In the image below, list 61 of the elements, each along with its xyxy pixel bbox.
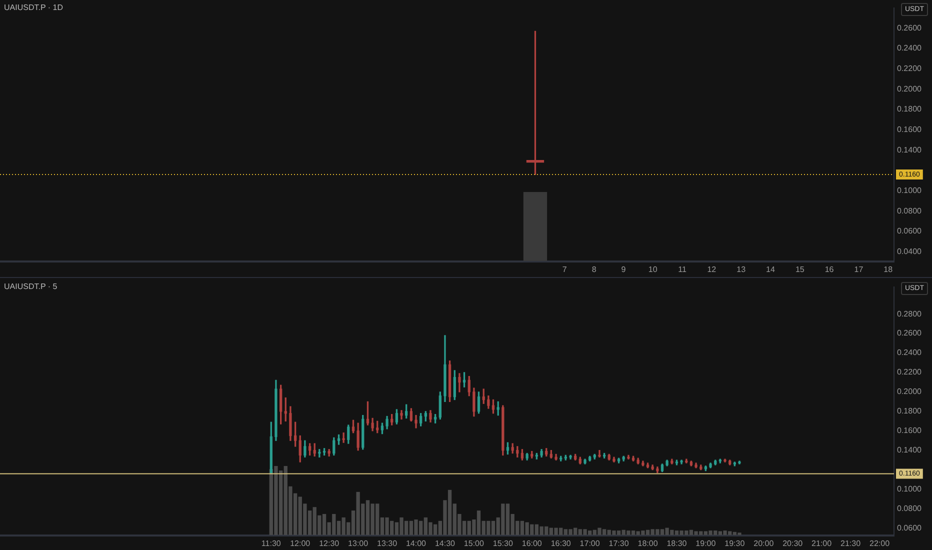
x-tick-label: 10 [648, 265, 658, 274]
candlestick [342, 432, 345, 443]
y-tick-label: 0.1000 [897, 186, 922, 196]
chart-title: UAIUSDT.P · 1D [4, 3, 63, 12]
y-tick-label: 0.2200 [897, 368, 922, 377]
x-tick-label: 12 [707, 265, 717, 274]
x-tick-label: 20:30 [782, 539, 804, 548]
x-tick-label: 17 [854, 265, 864, 274]
x-tick-label: 16:30 [550, 539, 572, 548]
x-tick-label: 18:30 [666, 539, 688, 548]
y-tick-label: 0.1800 [897, 104, 922, 114]
y-tick-label: 0.2600 [897, 328, 922, 338]
y-tick-label: 0.2200 [897, 64, 922, 74]
x-tick-label: 15:30 [492, 539, 514, 548]
x-tick-label: 17:30 [608, 539, 630, 548]
x-tick-label: 13 [736, 265, 746, 274]
y-tick-label: 0.1600 [897, 426, 922, 436]
candlestick [414, 414, 418, 428]
x-tick-label: 7 [562, 265, 568, 274]
y-tick-label: 0.2000 [897, 387, 922, 396]
x-tick-label: 15:00 [464, 539, 484, 548]
y-tick-label: 0.0800 [897, 206, 922, 216]
x-tick-label: 19:30 [724, 539, 746, 548]
x-tick-label: 14:30 [434, 539, 456, 548]
y-tick-label: 0.1400 [897, 145, 922, 154]
y-tick-label: 0.1000 [897, 484, 922, 494]
x-tick-label: 22:00 [870, 539, 890, 548]
y-tick-label: 0.0800 [897, 504, 922, 513]
x-tick-label: 16 [824, 265, 834, 274]
x-tick-label: 17:00 [580, 539, 600, 548]
x-tick-label: 18 [884, 265, 894, 274]
x-tick-label: 18:00 [638, 539, 658, 548]
x-tick-label: 14:00 [406, 539, 427, 548]
x-tick-label: 9 [621, 265, 626, 274]
x-tick-label: 16:00 [522, 539, 542, 548]
x-tick-label: 13:00 [348, 539, 369, 548]
x-tick-label: 13:30 [377, 539, 398, 548]
x-tick-label: 21:30 [840, 539, 862, 548]
x-tick-label: 12:30 [319, 539, 340, 548]
y-tick-label: 0.2400 [897, 348, 922, 358]
x-tick-label: 14 [766, 265, 776, 274]
x-tick-label: 15 [795, 265, 805, 274]
x-tick-label: 8 [592, 265, 597, 274]
x-tick-label: 12:00 [290, 539, 311, 548]
y-tick-label: 0.1400 [897, 446, 922, 455]
x-tick-label: 20:00 [754, 539, 774, 548]
candlestick [598, 450, 601, 458]
y-tick-label: 0.2400 [897, 44, 922, 53]
y-tick-label: 0.2600 [897, 23, 922, 32]
x-tick-label: 19:00 [696, 539, 716, 548]
x-tick-label: 21:00 [812, 539, 832, 548]
y-tick-label: 0.1600 [897, 125, 922, 134]
y-tick-label: 0.0400 [897, 247, 922, 256]
y-tick-label: 0.0600 [897, 523, 922, 532]
y-tick-label: 0.1800 [897, 406, 922, 416]
y-tick-label: 0.0600 [897, 226, 922, 236]
y-tick-label: 0.2800 [897, 309, 922, 318]
x-tick-label: 11:30 [261, 539, 282, 548]
chart-title: UAIUSDT.P · 5 [4, 282, 58, 291]
y-tick-label: 0.2000 [897, 84, 922, 94]
x-tick-label: 11 [678, 265, 687, 274]
